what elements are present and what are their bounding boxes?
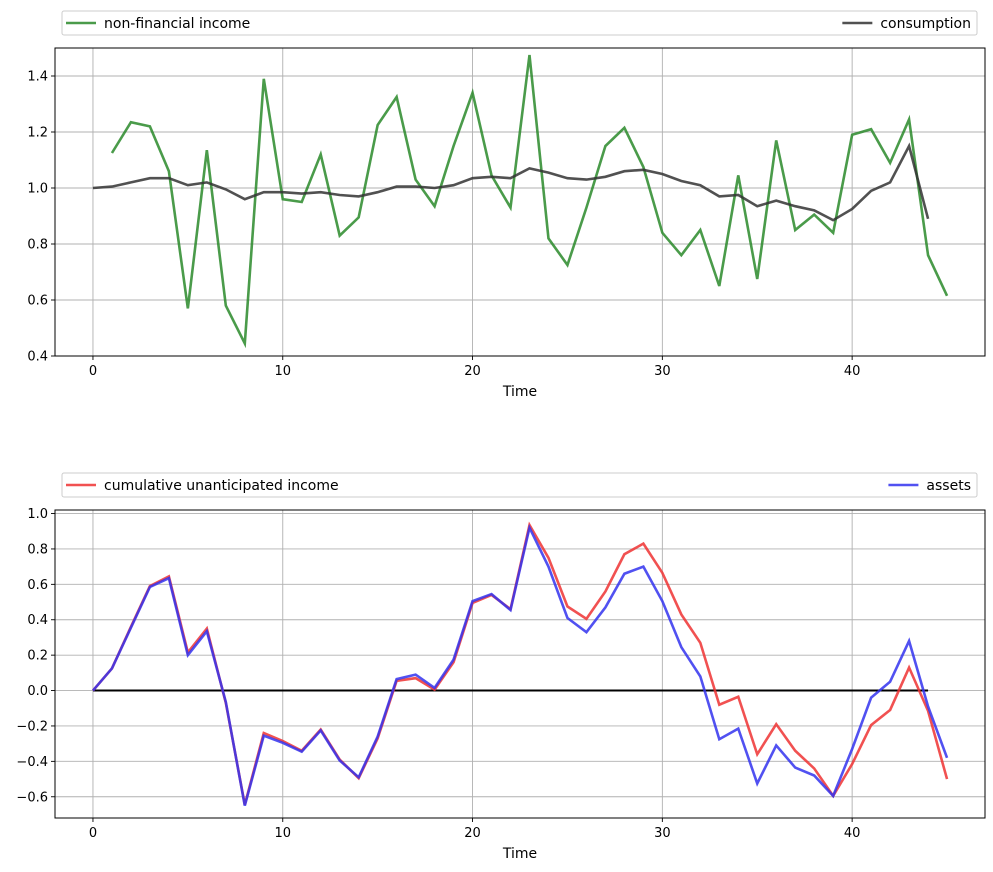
legend-label-assets: assets bbox=[926, 478, 971, 494]
legend-box bbox=[61, 10, 978, 36]
legend-label-income: non-financial income bbox=[104, 16, 250, 32]
series-line-consumption bbox=[92, 142, 930, 222]
y-tick-label: 0.0 bbox=[27, 684, 48, 699]
x-tick-label: 40 bbox=[844, 364, 861, 379]
x-tick-label: 40 bbox=[844, 826, 861, 841]
legend: cumulative unanticipated income assets bbox=[61, 472, 978, 498]
x-tick-label: 0 bbox=[89, 826, 97, 841]
plot-frame bbox=[54, 509, 986, 819]
tick-labels: 0 10 20 30 40 0.4 0.6 0.8 1.0 1.2 1.4 bbox=[27, 70, 860, 380]
y-tick-label: −0.2 bbox=[16, 719, 48, 734]
x-tick-label: 20 bbox=[464, 364, 481, 379]
income-consumption-panel: 0 10 20 30 40 0.4 0.6 0.8 1.0 1.2 1.4 Time non-fin… bbox=[27, 10, 986, 400]
y-tick-label: 0.8 bbox=[27, 542, 48, 557]
y-tick-label: 0.8 bbox=[27, 238, 48, 253]
legend: non-financial income consumption bbox=[61, 10, 978, 36]
grid-lines bbox=[55, 510, 985, 818]
series-line-assets bbox=[91, 523, 949, 806]
series-layer bbox=[91, 521, 949, 806]
series-layer bbox=[92, 54, 949, 349]
y-tick-label: 0.6 bbox=[27, 578, 48, 593]
y-tick-label: 0.4 bbox=[27, 350, 48, 365]
plot-frame bbox=[54, 47, 986, 357]
y-tick-label: 1.0 bbox=[27, 182, 48, 197]
x-tick-label: 20 bbox=[464, 826, 481, 841]
x-tick-label: 30 bbox=[654, 826, 671, 841]
legend-box bbox=[61, 472, 978, 498]
y-tick-label: −0.6 bbox=[16, 790, 48, 805]
x-tick-label: 10 bbox=[274, 364, 291, 379]
y-tick-label: 1.4 bbox=[27, 70, 48, 85]
tick-labels: 0 10 20 30 40 −0.6 −0.4 −0.2 0.0 0.2 0.4 0.6 0.8 1.0 bbox=[16, 507, 860, 841]
x-axis-label: Time bbox=[502, 846, 537, 862]
legend-label-unanticipated-income: cumulative unanticipated income bbox=[104, 478, 339, 494]
unanticipated-income-assets-panel: 0 10 20 30 40−0.6−0.4−0.20.00.20.40.60.81.0 … bbox=[16, 472, 986, 862]
y-tick-label: −0.4 bbox=[16, 755, 48, 770]
legend-label-consumption: consumption bbox=[880, 16, 971, 32]
y-tick-label: 1.0 bbox=[27, 507, 48, 522]
y-tick-label: 0.6 bbox=[27, 294, 48, 309]
x-tick-label: 30 bbox=[654, 364, 671, 379]
series-line-non-financial-income bbox=[110, 54, 949, 349]
grid-lines bbox=[55, 48, 985, 357]
x-tick-label: 0 bbox=[89, 364, 97, 379]
x-axis-label: Time bbox=[502, 384, 537, 400]
y-tick-label: 1.2 bbox=[27, 126, 48, 141]
y-tick-label: 0.2 bbox=[27, 649, 48, 664]
x-tick-label: 10 bbox=[274, 826, 291, 841]
y-tick-label: 0.4 bbox=[27, 613, 48, 628]
